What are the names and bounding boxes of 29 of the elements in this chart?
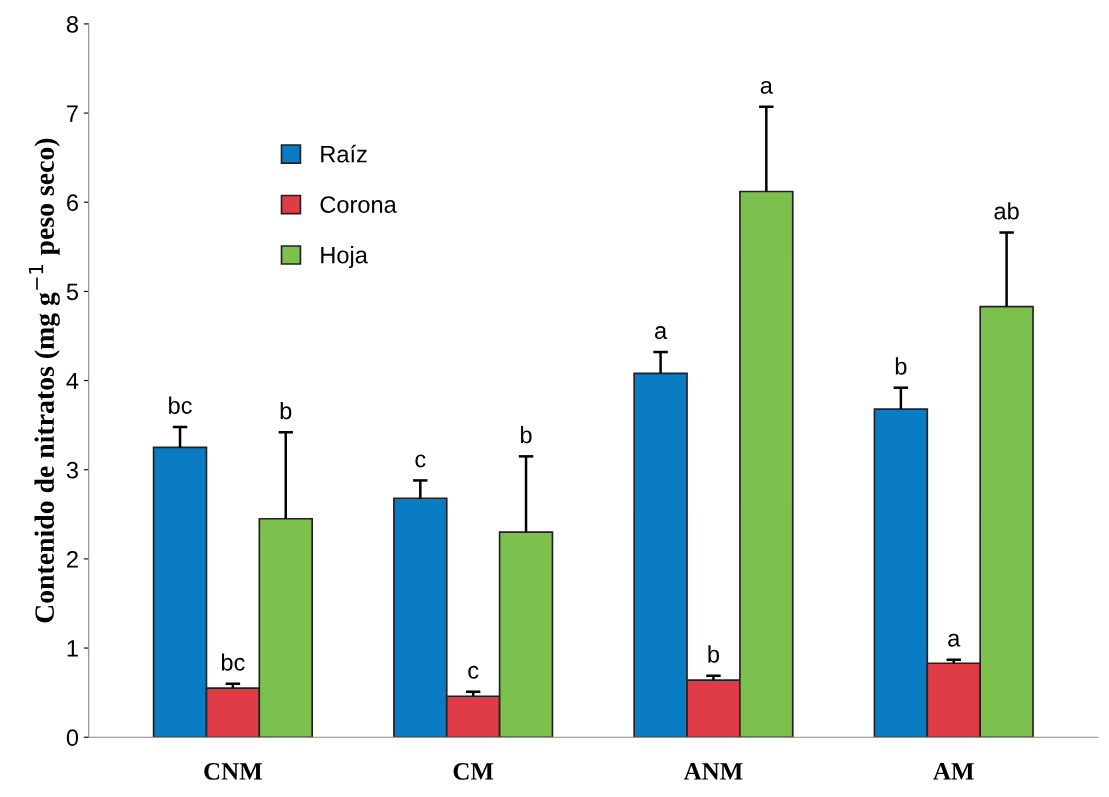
y-tick-label: 4	[66, 372, 79, 390]
x-tick-label: AM	[933, 763, 974, 780]
annotation: a	[760, 80, 773, 94]
legend-label: Hoja	[321, 246, 368, 269]
y-tick-label: 5	[66, 283, 79, 301]
annotation: bc	[221, 653, 245, 671]
annotation: a	[948, 633, 961, 647]
y-tick-label: 2	[67, 550, 78, 568]
legend-label: Raíz	[321, 144, 367, 163]
annotation: b	[520, 426, 532, 444]
y-tick-label: 8	[66, 15, 78, 33]
y-tick-label: 7	[67, 105, 78, 122]
y-axis-title: Contenido de nitratos (mg g$^{−1}$ peso seco)	[28, 138, 60, 623]
annotation: a	[655, 326, 668, 340]
x-tick-label: CNM	[204, 763, 263, 780]
annotation: b	[280, 401, 292, 420]
annotation: c	[415, 454, 426, 468]
x-tick-label: ANM	[683, 763, 743, 780]
annotation: c	[468, 665, 479, 679]
x-tick-label: CM	[453, 763, 494, 780]
annotation: ab	[994, 202, 1019, 220]
y-tick-label: 0	[66, 729, 79, 747]
legend-label: Corona	[320, 196, 397, 213]
annotation: bc	[169, 396, 192, 414]
y-tick-label: 6	[67, 194, 78, 212]
y-tick-label: 3	[66, 461, 78, 479]
y-tick-label: 1	[67, 640, 78, 657]
annotation: b	[895, 357, 907, 375]
annotation: b	[708, 645, 720, 663]
